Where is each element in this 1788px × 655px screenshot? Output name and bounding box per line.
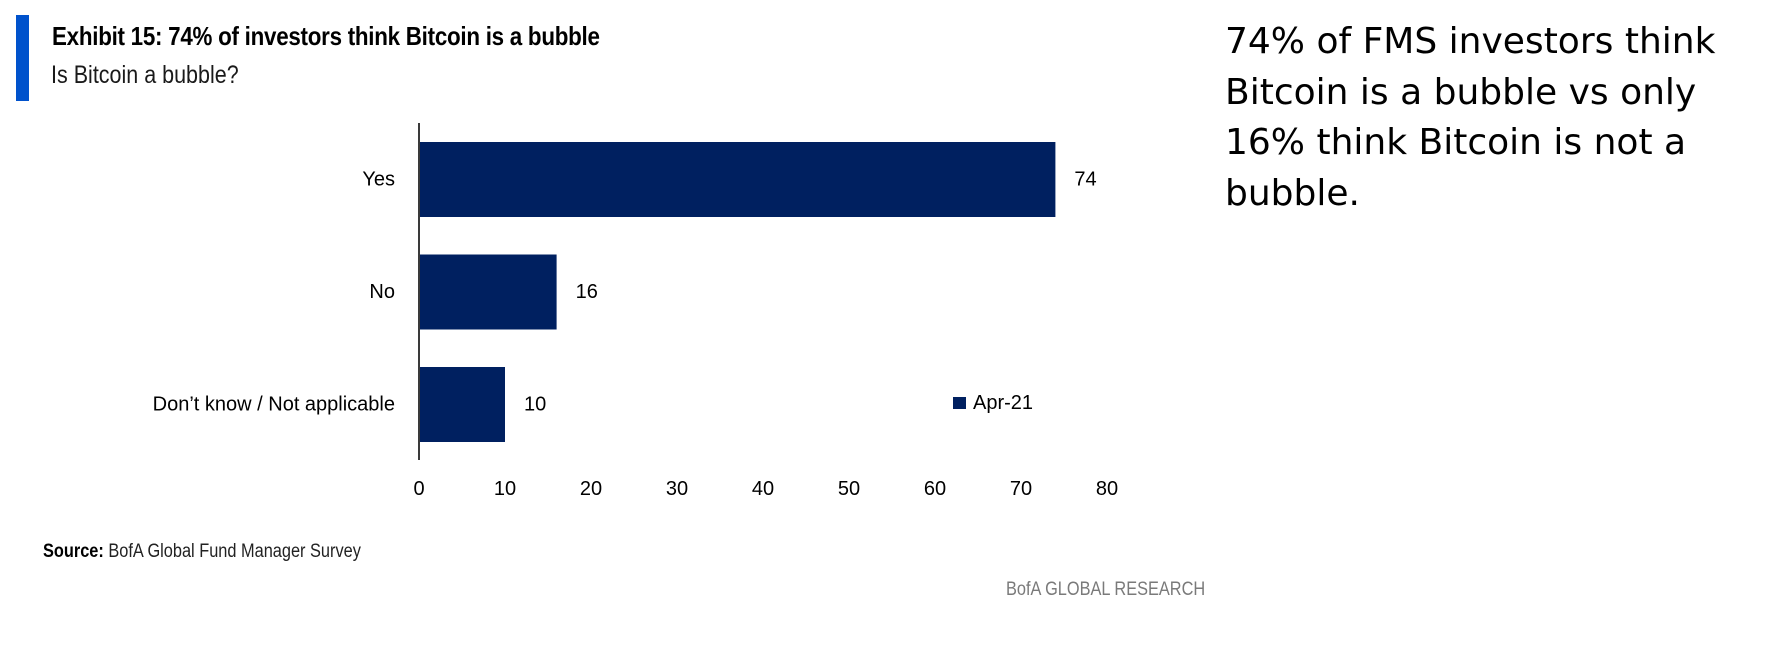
- category-label: Yes: [362, 169, 395, 191]
- brand-footer: BofA GLOBAL RESEARCH: [1006, 579, 1206, 600]
- source-text: BofA Global Fund Manager Survey: [108, 541, 361, 562]
- x-tick-label: 40: [752, 478, 774, 500]
- category-label: No: [369, 281, 395, 303]
- value-label: 74: [1074, 169, 1096, 191]
- bar-1: [419, 254, 557, 330]
- legend-swatch: [953, 397, 966, 409]
- category-label: Don’t know / Not applicable: [153, 394, 395, 416]
- commentary-text: 74% of FMS investors think Bitcoin is a …: [1225, 21, 1716, 214]
- source-note: Source: BofA Global Fund Manager Survey: [43, 541, 361, 563]
- value-label: 10: [524, 394, 546, 416]
- x-tick-label: 80: [1096, 478, 1118, 500]
- x-tick-label: 20: [580, 478, 602, 500]
- category-labels: Yes No Don’t know / Not applicable: [153, 169, 395, 416]
- legend-label: Apr-21: [973, 392, 1033, 414]
- bars-group: [419, 142, 1056, 442]
- x-tick-label: 10: [494, 478, 516, 500]
- x-axis-ticks: 0 10 20 30 40 50 60 70 80: [413, 478, 1118, 500]
- source-label: Source:: [43, 541, 104, 562]
- value-labels: 74 16 10: [524, 169, 1097, 416]
- title-accent-bar: [16, 15, 29, 101]
- bar-0: [419, 142, 1056, 217]
- x-tick-label: 70: [1010, 478, 1032, 500]
- chart-title: Exhibit 15: 74% of investors think Bitco…: [52, 21, 600, 51]
- chart-subtitle: Is Bitcoin a bubble?: [51, 61, 239, 89]
- x-tick-label: 30: [666, 478, 688, 500]
- value-label: 16: [576, 281, 598, 303]
- bar-2: [419, 367, 505, 442]
- x-tick-label: 60: [924, 478, 946, 500]
- legend: Apr-21: [953, 392, 1033, 414]
- x-tick-label: 0: [413, 478, 424, 500]
- x-tick-label: 50: [838, 478, 860, 500]
